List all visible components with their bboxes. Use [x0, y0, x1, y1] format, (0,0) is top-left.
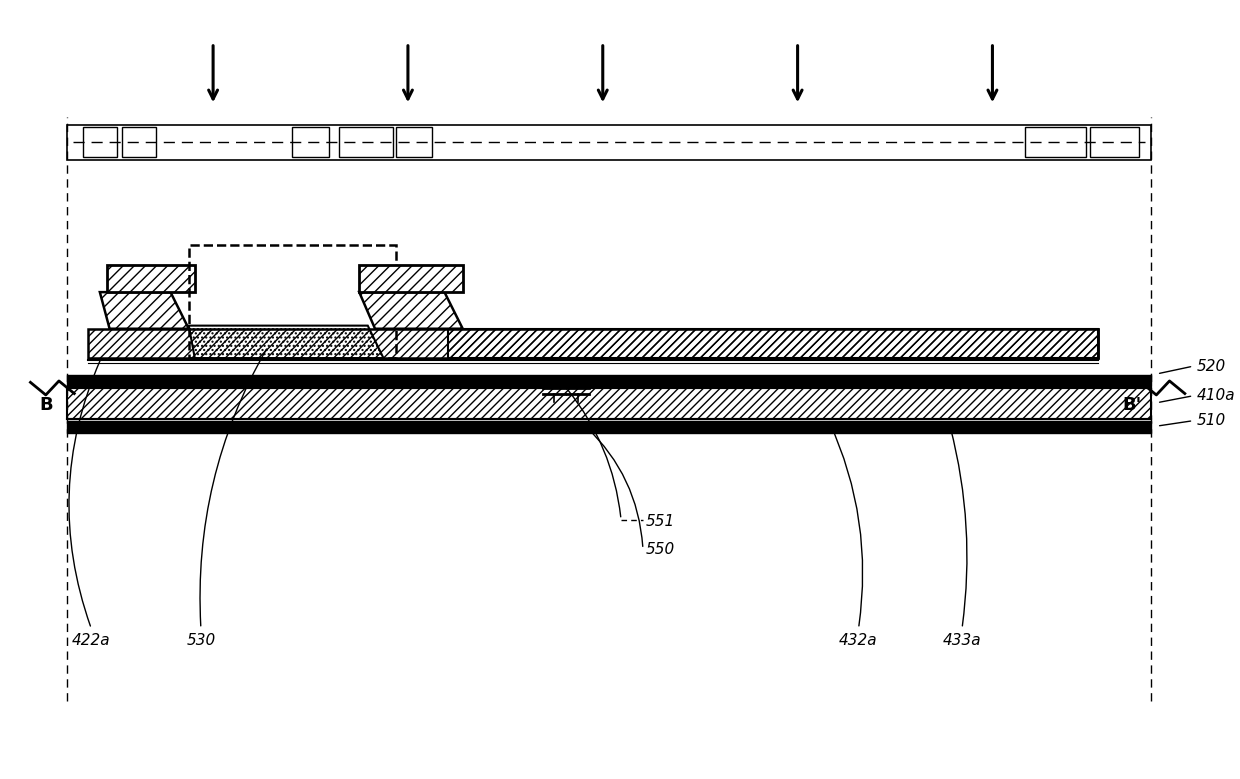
Text: 433a: 433a — [942, 633, 981, 648]
Polygon shape — [100, 292, 188, 329]
Text: B: B — [40, 396, 53, 414]
Text: 510: 510 — [1197, 413, 1226, 428]
Bar — [339, 127, 393, 157]
Bar — [88, 329, 1099, 358]
Text: 551: 551 — [645, 514, 675, 530]
Bar — [67, 388, 1151, 419]
Bar — [293, 127, 329, 157]
Text: 530: 530 — [186, 633, 216, 648]
Text: 422a: 422a — [72, 633, 110, 648]
Text: 520: 520 — [1197, 358, 1226, 374]
Text: 432a: 432a — [839, 633, 878, 648]
Text: 550: 550 — [645, 541, 675, 557]
Text: 410a: 410a — [1197, 388, 1235, 404]
Bar — [1025, 127, 1086, 157]
Text: B': B' — [1123, 396, 1142, 414]
Bar — [122, 127, 156, 157]
Bar — [83, 127, 117, 157]
Polygon shape — [360, 292, 463, 329]
Bar — [107, 265, 195, 292]
Bar — [360, 265, 463, 292]
Bar — [67, 125, 1151, 160]
Bar — [188, 245, 396, 358]
Bar — [1090, 127, 1138, 157]
Bar — [396, 127, 433, 157]
